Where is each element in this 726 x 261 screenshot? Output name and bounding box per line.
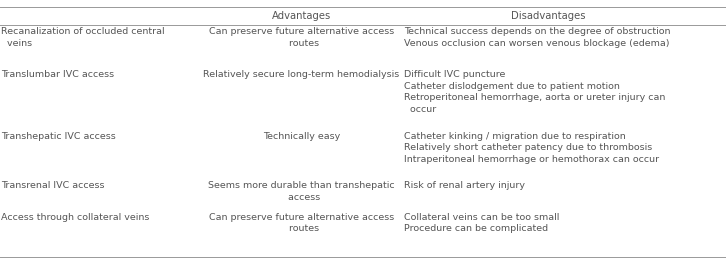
Text: Relatively secure long-term hemodialysis: Relatively secure long-term hemodialysis (203, 70, 399, 79)
Text: Advantages: Advantages (272, 11, 331, 21)
Text: Disadvantages: Disadvantages (511, 11, 585, 21)
Text: Access through collateral veins: Access through collateral veins (1, 213, 150, 222)
Text: Risk of renal artery injury: Risk of renal artery injury (404, 181, 526, 190)
Text: Seems more durable than transhepatic
  access: Seems more durable than transhepatic acc… (208, 181, 395, 202)
Text: Transrenal IVC access: Transrenal IVC access (1, 181, 105, 190)
Text: Catheter kinking / migration due to respiration
Relatively short catheter patenc: Catheter kinking / migration due to resp… (404, 132, 659, 164)
Text: Collateral veins can be too small
Procedure can be complicated: Collateral veins can be too small Proced… (404, 213, 560, 233)
Text: Difficult IVC puncture
Catheter dislodgement due to patient motion
Retroperitone: Difficult IVC puncture Catheter dislodge… (404, 70, 666, 114)
Text: Can preserve future alternative access
  routes: Can preserve future alternative access r… (208, 27, 394, 48)
Text: Technical success depends on the degree of obstruction
Venous occlusion can wors: Technical success depends on the degree … (404, 27, 671, 48)
Text: Technically easy: Technically easy (263, 132, 340, 141)
Text: Can preserve future alternative access
  routes: Can preserve future alternative access r… (208, 213, 394, 233)
Text: Recanalization of occluded central
  veins: Recanalization of occluded central veins (1, 27, 165, 48)
Text: Translumbar IVC access: Translumbar IVC access (1, 70, 115, 79)
Text: Transhepatic IVC access: Transhepatic IVC access (1, 132, 116, 141)
